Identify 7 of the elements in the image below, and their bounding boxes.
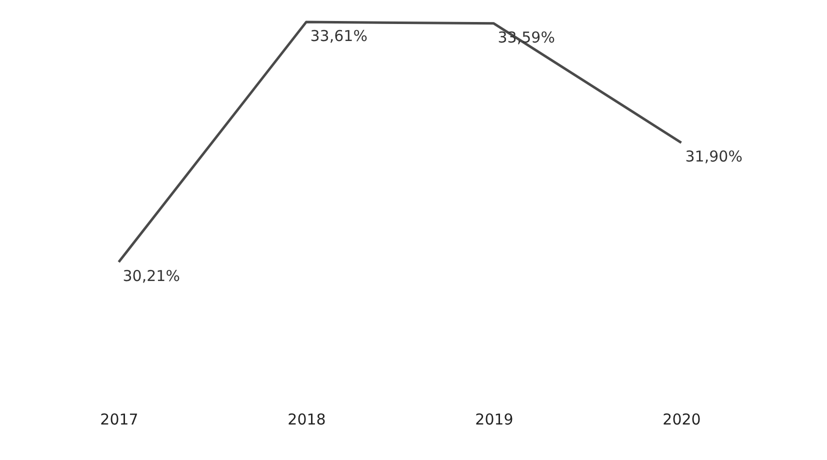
data-label: 30,21% [122,267,180,285]
x-tick-label: 2019 [475,410,514,428]
data-label: 31,90% [685,148,742,166]
x-tick-label: 2018 [288,410,326,428]
data-label: 33,61% [310,27,368,45]
x-tick-label: 2017 [100,410,138,428]
x-tick-label: 2020 [662,410,701,428]
